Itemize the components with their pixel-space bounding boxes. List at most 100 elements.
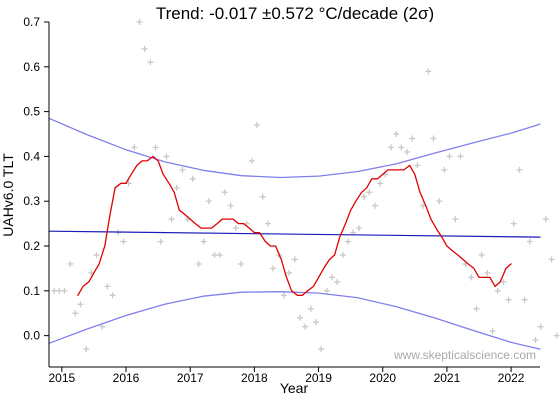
monthly-point <box>548 256 555 263</box>
monthly-point <box>414 162 421 169</box>
monthly-point <box>398 144 405 151</box>
monthly-point <box>441 166 448 173</box>
monthly-point <box>99 323 106 330</box>
monthly-point <box>542 216 549 223</box>
monthly-point <box>516 166 523 173</box>
monthly-point <box>221 189 228 196</box>
monthly-point <box>211 251 218 258</box>
monthly-point <box>237 260 244 267</box>
monthly-point <box>468 274 475 281</box>
y-tick-label: 0.3 <box>23 194 40 208</box>
x-tick-label: 2018 <box>241 371 268 385</box>
monthly-point <box>323 287 330 294</box>
monthly-point <box>404 148 411 155</box>
monthly-point <box>141 45 148 52</box>
monthly-point <box>521 296 528 303</box>
plot-area: 2015 2016 2017 2018 2019 2020 2021 2022 0.0 0.1 0.… <box>23 15 560 385</box>
x-axis-label: Year <box>280 380 309 396</box>
monthly-point <box>189 175 196 182</box>
monthly-point <box>377 180 384 187</box>
monthly-points-layer <box>51 19 560 353</box>
x-tick-label: 2021 <box>434 371 461 385</box>
upper-confidence-line <box>48 117 541 179</box>
monthly-point <box>553 332 560 339</box>
y-tick-label: 0.1 <box>23 284 40 298</box>
chart-title: Trend: -0.017 ±0.572 °C/decade (2σ) <box>156 4 434 23</box>
monthly-point <box>452 216 459 223</box>
y-tick-label: 0.6 <box>23 60 40 74</box>
monthly-point <box>291 256 298 263</box>
monthly-point <box>93 251 100 258</box>
monthly-point <box>269 265 276 272</box>
monthly-point <box>131 144 138 151</box>
monthly-point <box>425 68 432 75</box>
smoothed-line <box>77 155 512 296</box>
monthly-point <box>136 19 143 25</box>
y-tick-label: 0.4 <box>23 149 40 163</box>
monthly-point <box>334 278 341 285</box>
monthly-point <box>72 310 79 317</box>
monthly-point <box>302 323 309 330</box>
lower-confidence-line <box>48 291 541 350</box>
monthly-point <box>473 305 480 312</box>
monthly-point <box>409 135 416 142</box>
x-tick-label: 2020 <box>369 371 396 385</box>
monthly-point <box>388 144 395 151</box>
axes-layer <box>48 22 540 368</box>
monthly-point <box>227 202 234 209</box>
monthly-point <box>500 278 507 285</box>
monthly-point <box>339 251 346 258</box>
x-tick-label: 2019 <box>305 371 332 385</box>
monthly-point <box>120 238 127 245</box>
x-tick-label: 2016 <box>113 371 140 385</box>
monthly-point <box>345 238 352 245</box>
monthly-point <box>430 135 437 142</box>
monthly-point <box>56 287 63 294</box>
y-tick-label: 0.2 <box>23 239 40 253</box>
x-tick-label: 2022 <box>498 371 525 385</box>
monthly-point <box>200 238 207 245</box>
monthly-point <box>532 337 539 344</box>
monthly-point <box>264 220 271 227</box>
monthly-point <box>286 269 293 276</box>
monthly-point <box>478 251 485 258</box>
monthly-point <box>163 153 170 160</box>
trend-line <box>48 230 541 238</box>
monthly-point <box>489 328 496 335</box>
monthly-point <box>446 153 453 160</box>
monthly-point <box>526 238 533 245</box>
monthly-point <box>484 269 491 276</box>
monthly-point <box>505 296 512 303</box>
monthly-point <box>216 251 223 258</box>
monthly-point <box>104 283 111 290</box>
x-tick-label: 2017 <box>177 371 204 385</box>
monthly-point <box>179 166 186 173</box>
lines-layer <box>48 117 541 350</box>
monthly-point <box>366 189 373 196</box>
monthly-point <box>61 287 68 294</box>
monthly-point <box>494 287 501 294</box>
x-tick-label: 2015 <box>48 371 75 385</box>
monthly-point <box>173 184 180 191</box>
monthly-point <box>253 122 260 129</box>
monthly-point <box>356 225 363 232</box>
monthly-point <box>510 220 517 227</box>
monthly-point <box>83 346 90 353</box>
monthly-point <box>329 274 336 281</box>
monthly-point <box>296 314 303 321</box>
monthly-point <box>280 292 287 299</box>
monthly-point <box>259 193 266 200</box>
monthly-point <box>307 305 314 312</box>
watermark-text: www.skepticalscience.com <box>393 348 536 362</box>
monthly-point <box>157 238 164 245</box>
monthly-point <box>205 198 212 205</box>
monthly-point <box>77 301 84 308</box>
monthly-point <box>109 292 116 299</box>
y-tick-label: 0.0 <box>23 329 40 343</box>
monthly-point <box>457 153 464 160</box>
monthly-point <box>195 260 202 267</box>
y-tick-label: 0.7 <box>23 15 40 29</box>
monthly-point <box>313 319 320 326</box>
